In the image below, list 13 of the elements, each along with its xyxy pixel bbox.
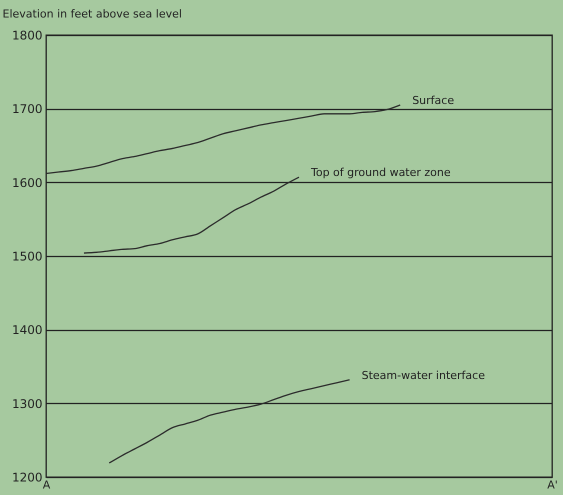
y-tick-label: 1400 [12, 323, 42, 338]
y-tick-label: 1500 [12, 250, 42, 264]
series-label: Surface [412, 94, 454, 107]
y-tick-label: 1200 [12, 470, 42, 484]
y-tick-label: 1700 [12, 102, 42, 116]
y-tick-label: 1300 [12, 396, 42, 411]
series-label: Top of ground water zone [310, 166, 451, 180]
y-tick-label: 1800 [12, 28, 42, 42]
y-tick-label: 1600 [12, 176, 42, 190]
y-axis-title: Elevation in feet above sea level [2, 8, 182, 20]
x-tick-label: A' [547, 478, 558, 492]
x-tick-label: A [42, 478, 51, 492]
series-label: Steam-water interface [362, 368, 486, 382]
